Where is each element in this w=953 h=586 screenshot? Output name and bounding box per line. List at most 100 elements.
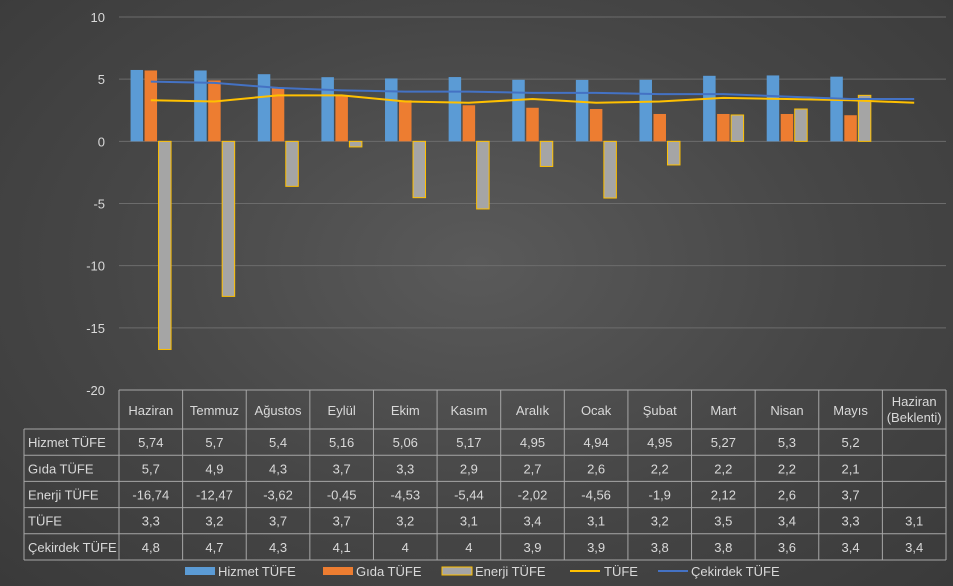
legend-label: Enerji TÜFE [475, 564, 546, 579]
x-tick-label: (Beklenti) [887, 410, 942, 425]
data-label: 4,7 [205, 540, 223, 555]
data-label: 3,4 [905, 540, 923, 555]
data-label: 3,7 [842, 488, 860, 503]
data-label: 4,95 [647, 435, 672, 450]
data-label: 3,7 [269, 514, 287, 529]
data-label: -4,53 [390, 488, 420, 503]
data-label: 2,9 [460, 461, 478, 476]
data-label: 3,4 [842, 540, 860, 555]
data-label: 2,6 [778, 488, 796, 503]
data-label: 3,9 [587, 540, 605, 555]
data-label: 2,7 [523, 461, 541, 476]
data-label: 2,2 [714, 461, 732, 476]
y-tick-label: 5 [98, 72, 105, 87]
data-label: -0,45 [327, 488, 357, 503]
bar-gıda-tüfe [144, 70, 158, 142]
data-label: -5,44 [454, 488, 484, 503]
bar-enerji-tüfe [794, 108, 808, 142]
data-label: -12,47 [196, 488, 233, 503]
lines [150, 80, 915, 104]
x-tick-label: Mart [710, 403, 736, 418]
bar-gıda-tüfe [526, 107, 539, 142]
legend-label: Hizmet TÜFE [218, 564, 296, 579]
bar-enerji-tüfe [476, 140, 490, 210]
bar-enerji-tüfe [539, 140, 554, 167]
table-row-header: Hizmet TÜFE [28, 435, 106, 450]
y-tick-label: 10 [91, 10, 105, 25]
data-label: 4 [465, 540, 472, 555]
data-label: 4,95 [520, 435, 545, 450]
x-tick-label: Mayıs [833, 403, 868, 418]
data-label: 3,9 [523, 540, 541, 555]
bar-enerji-tüfe [285, 140, 299, 187]
bar-hizmet-tüfe [448, 77, 462, 142]
bar-enerji-tüfe [221, 140, 236, 297]
data-label: 3,7 [333, 514, 351, 529]
line-çekirdek-tüfe [150, 80, 915, 101]
table-row-header: Çekirdek TÜFE [28, 540, 117, 555]
data-label: 3,4 [778, 514, 796, 529]
bar-enerji-tüfe [730, 114, 745, 142]
bar-gıda-tüfe [653, 113, 666, 142]
bar-gıda-tüfe [589, 109, 603, 142]
bar-enerji-tüfe [857, 94, 872, 142]
table-row-header: TÜFE [28, 514, 62, 529]
bar-hizmet-tüfe [703, 75, 716, 142]
data-label: 2,2 [778, 461, 796, 476]
data-label: 4 [402, 540, 409, 555]
data-label: 4,8 [142, 540, 160, 555]
x-tick-label: Eylül [328, 403, 356, 418]
x-tick-label: Haziran [128, 403, 173, 418]
y-axis: 10 5 0 -5 -10 -15 -20 [86, 10, 105, 398]
bar-gıda-tüfe [335, 95, 348, 142]
x-tick-label: Şubat [643, 403, 677, 418]
data-label: 5,7 [205, 435, 223, 450]
x-tick-label: Aralık [516, 403, 550, 418]
data-label: 3,7 [333, 461, 351, 476]
legend-swatch [323, 567, 353, 575]
gridlines [119, 16, 946, 329]
line-tüfe [150, 94, 915, 104]
data-label: 4,3 [269, 540, 287, 555]
data-label: 3,2 [205, 514, 223, 529]
data-label: 5,7 [142, 461, 160, 476]
x-tick-label: Haziran [892, 394, 937, 409]
data-label: -16,74 [132, 488, 169, 503]
bar-gıda-tüfe [271, 87, 285, 142]
legend-swatch [441, 566, 473, 576]
bar-gıda-tüfe [717, 113, 730, 142]
data-label: 5,06 [393, 435, 418, 450]
data-label: 3,3 [142, 514, 160, 529]
bar-hizmet-tüfe [257, 74, 271, 142]
data-label: 5,74 [138, 435, 163, 450]
x-tick-label: Nisan [770, 403, 803, 418]
y-tick-label: -20 [86, 383, 105, 398]
x-tick-label: Ekim [391, 403, 420, 418]
y-tick-label: -15 [86, 321, 105, 336]
bar-hizmet-tüfe [321, 77, 334, 142]
data-label: 4,9 [205, 461, 223, 476]
data-label: 5,17 [456, 435, 481, 450]
data-label: -4,56 [581, 488, 611, 503]
x-tick-label: Ağustos [255, 403, 302, 418]
bar-hizmet-tüfe [385, 78, 398, 142]
bar-hizmet-tüfe [639, 79, 652, 142]
y-tick-label: 0 [98, 134, 105, 149]
data-label: 3,1 [905, 514, 923, 529]
data-label: -2,02 [518, 488, 548, 503]
bar-enerji-tüfe [348, 140, 363, 148]
y-tick-label: -10 [86, 259, 105, 274]
bar-hizmet-tüfe [766, 75, 780, 142]
legend-label: Gıda TÜFE [356, 564, 422, 579]
data-label: 2,2 [651, 461, 669, 476]
data-label: 4,1 [333, 540, 351, 555]
data-label: -3,62 [263, 488, 293, 503]
data-label: 4,94 [583, 435, 608, 450]
data-label: -1,9 [649, 488, 671, 503]
bar-gıda-tüfe [844, 115, 857, 142]
data-label: 3,6 [778, 540, 796, 555]
bar-hizmet-tüfe [130, 69, 144, 142]
bar-hizmet-tüfe [194, 70, 207, 142]
bar-hizmet-tüfe [512, 79, 525, 142]
x-tick-label: Ocak [581, 403, 612, 418]
